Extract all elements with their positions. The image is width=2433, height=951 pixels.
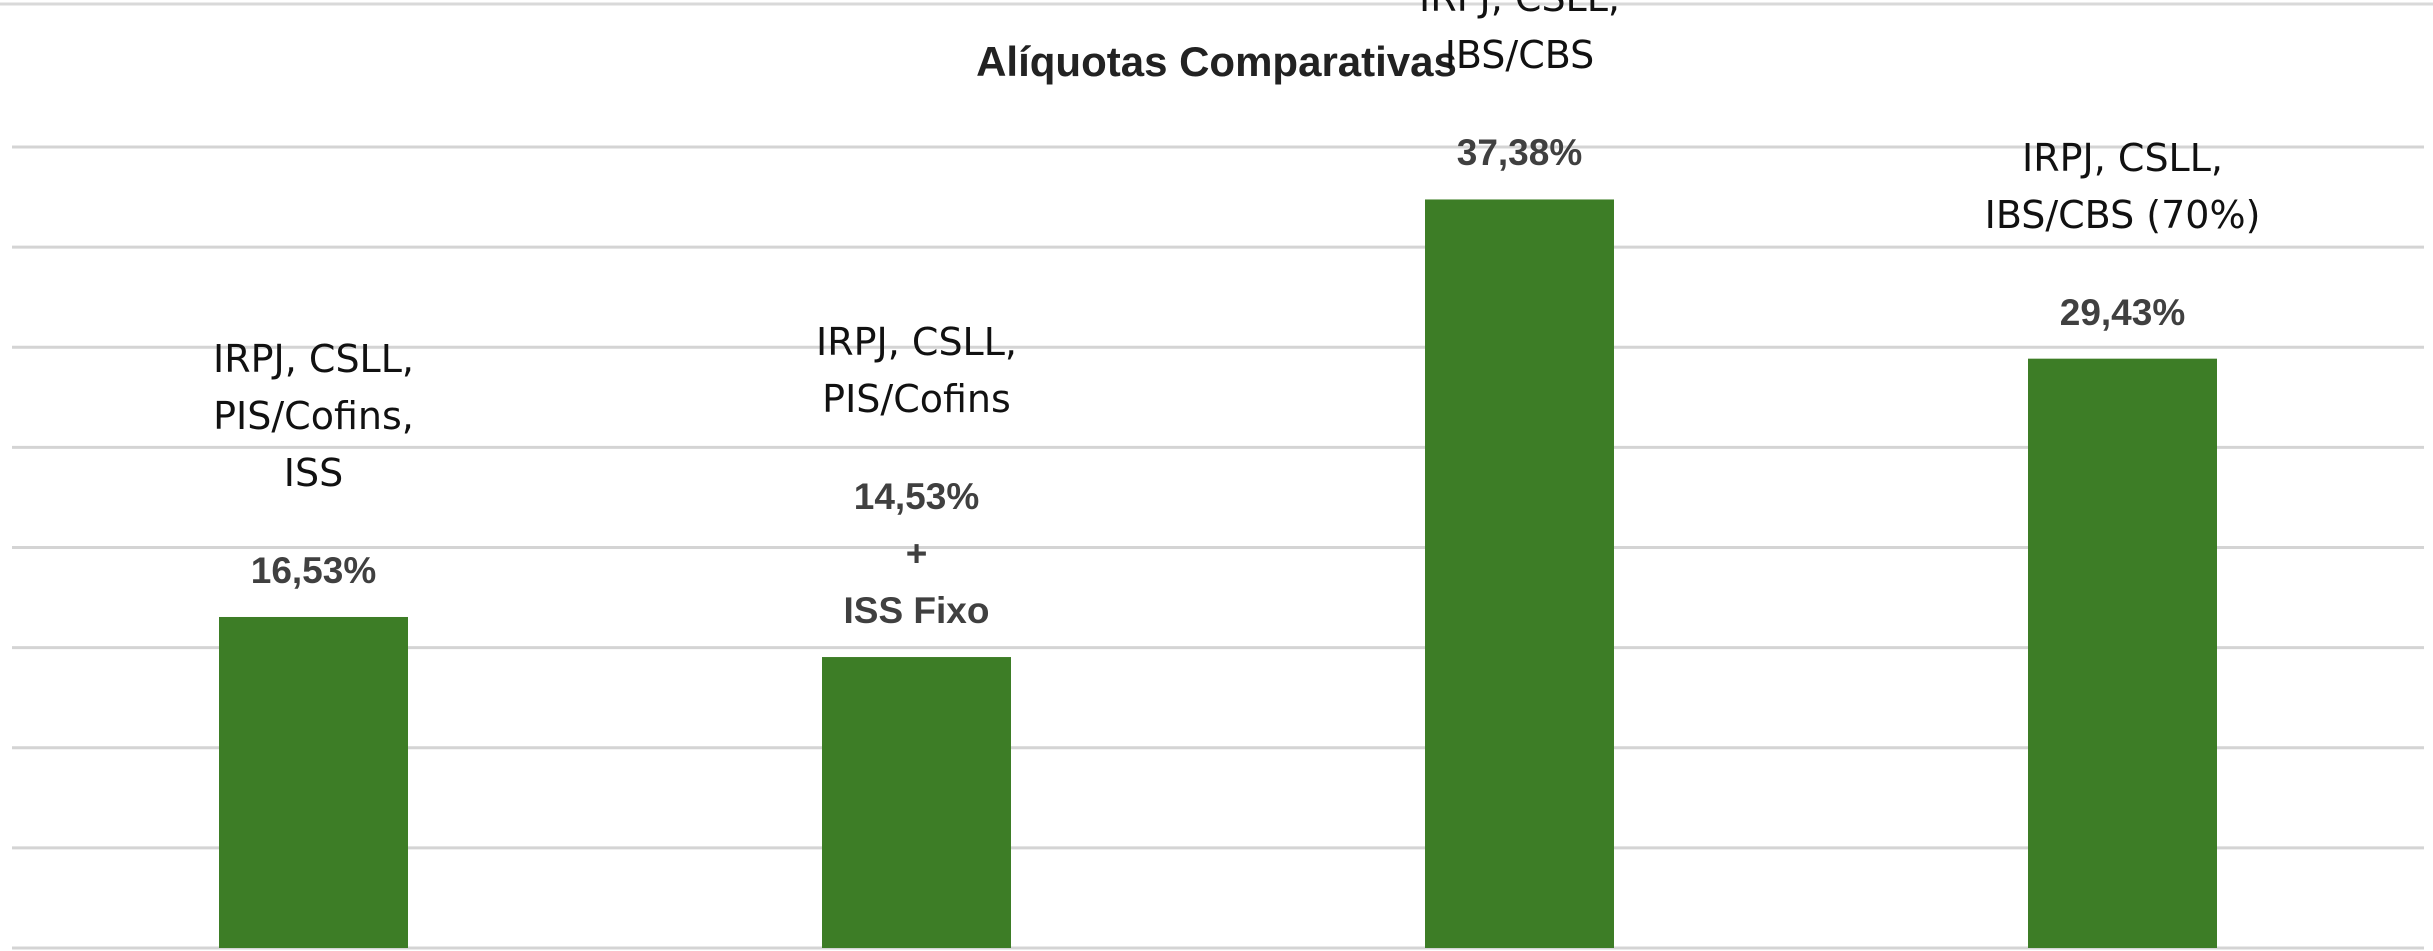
category-label: IRPJ, CSLL, IBS/CBS (1419, 0, 1620, 78)
bar (822, 657, 1011, 948)
value-label: 37,38% (1456, 132, 1583, 174)
category-label: IRPJ, CSLL, PIS/Cofins, ISS (213, 337, 414, 495)
value-label: 14,53% + ISS Fixo (843, 476, 990, 632)
bar (2028, 358, 2217, 948)
bar (219, 616, 408, 948)
value-label: 16,53% (250, 550, 377, 591)
bar (1425, 199, 1614, 948)
category-label: IRPJ, CSLL, PIS/Cofins (816, 320, 1017, 422)
chart-title: Alíquotas Comparativas (976, 38, 1457, 85)
category-label: IRPJ, CSLL, IBS/CBS (70%) (1984, 135, 2261, 237)
value-label: 29,43% (2059, 291, 2186, 333)
